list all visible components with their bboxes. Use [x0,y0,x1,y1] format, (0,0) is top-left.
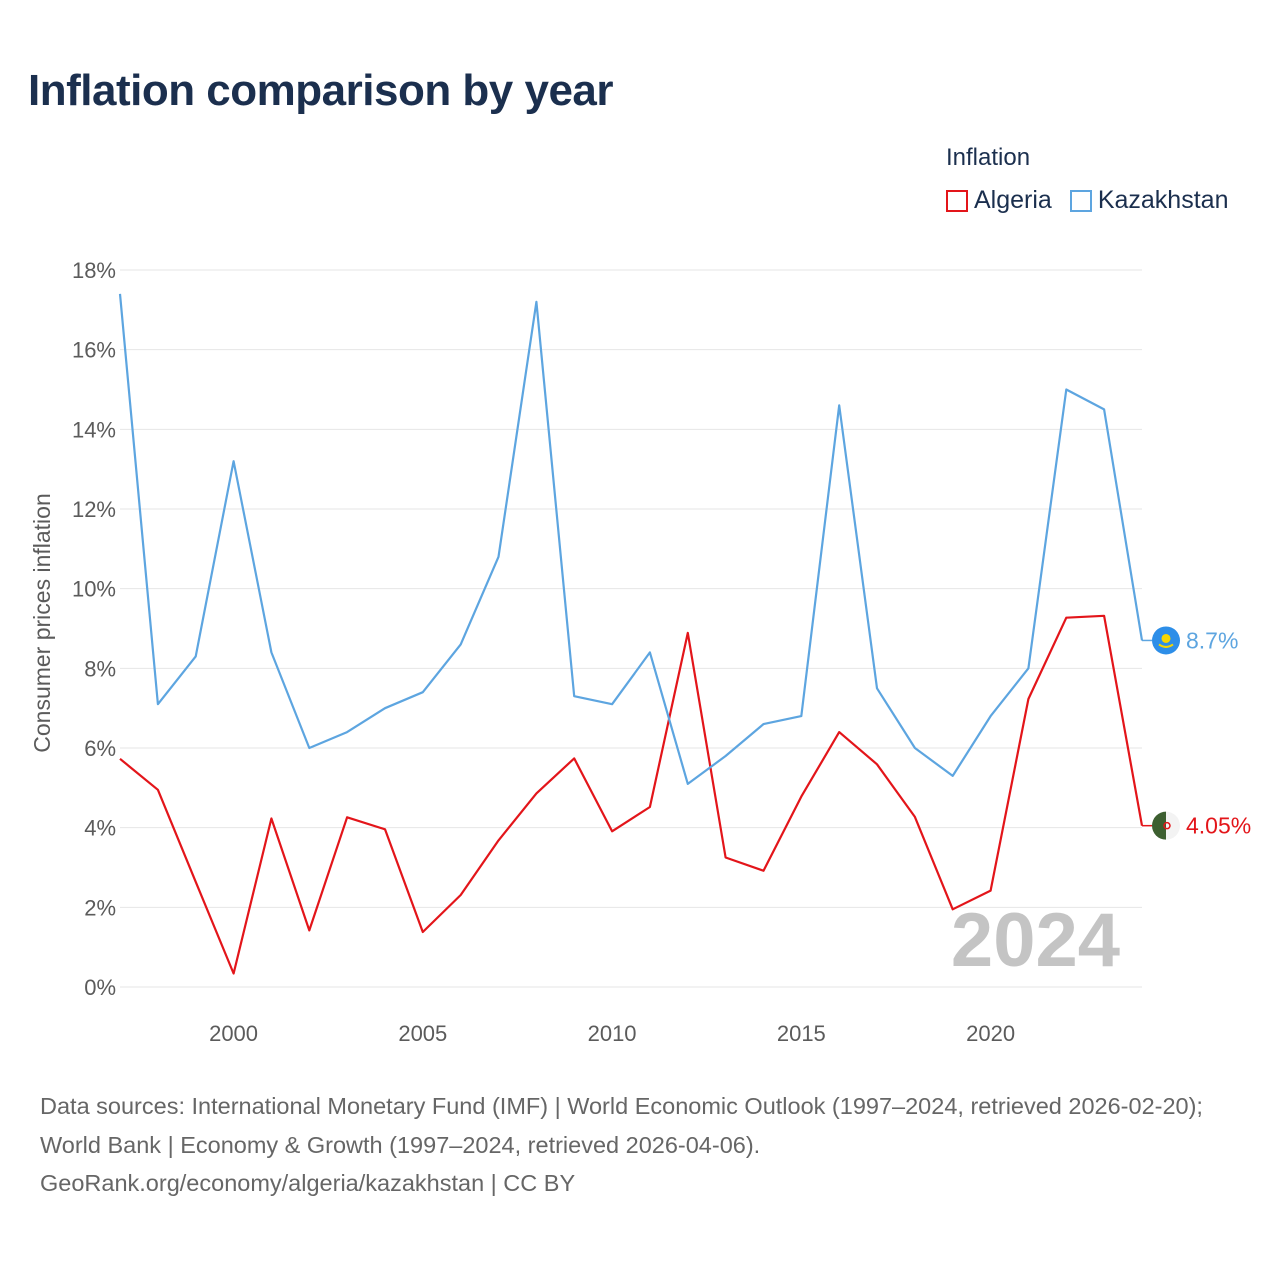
line-chart: Consumer prices inflation 0% 2% 4% 6% 8% 10% 1… [29,258,1251,1046]
series-lines [118,293,1144,975]
x-tick-label: 2010 [588,1021,637,1046]
series-line-algeria[interactable] [119,614,1144,975]
data-sources: Data sources: International Monetary Fun… [40,1087,1250,1203]
legend: Inflation Algeria Kazakhstan [946,144,1228,215]
x-tick-label: 2020 [966,1021,1015,1046]
end-labels: 4.05% 8.7% [1142,626,1251,840]
x-tick-label: 2015 [777,1021,826,1046]
y-tick-label: 6% [84,736,116,761]
y-tick-label: 14% [72,417,116,442]
y-axis-ticks: 0% 2% 4% 6% 8% 10% 12% 14% 16% 18% [72,258,116,1000]
y-tick-label: 4% [84,816,116,841]
legend-item-algeria[interactable]: Algeria [946,186,1052,215]
algeria-flag-icon [1152,811,1180,840]
y-tick-label: 10% [72,577,116,602]
grid-lines [120,269,1142,988]
end-value-label-kazakhstan: 8.7% [1186,627,1238,653]
y-tick-label: 16% [72,338,116,363]
x-tick-label: 2005 [398,1021,447,1046]
legend-label-kazakhstan: Kazakhstan [1097,186,1229,214]
y-tick-label: 2% [84,895,116,920]
y-tick-label: 12% [72,497,116,522]
x-axis-ticks: 2000 2005 2010 2015 2020 [209,1021,1015,1046]
legend-item-kazakhstan[interactable]: Kazakhstan [1069,186,1229,215]
y-tick-label: 18% [72,258,116,283]
y-axis-label: Consumer prices inflation [29,493,55,753]
chart-title: Inflation comparison by year [28,66,614,115]
x-tick-label: 2000 [209,1021,258,1046]
sources-link[interactable]: GeoRank.org/economy/algeria/kazakhstan |… [40,1170,576,1196]
year-watermark: 2024 [951,898,1120,983]
series-line-kazakhstan[interactable] [118,293,1144,786]
y-tick-label: 8% [84,656,116,681]
legend-label-algeria: Algeria [974,186,1052,214]
legend-title: Inflation [946,144,1031,171]
sources-citation: Data sources: International Monetary Fun… [40,1093,1203,1158]
end-value-label-algeria: 4.05% [1186,813,1251,839]
y-tick-label: 0% [84,975,116,1000]
legend-swatch-kazakhstan [1069,189,1092,212]
legend-swatch-algeria [946,189,968,212]
kazakhstan-flag-icon [1152,626,1180,655]
